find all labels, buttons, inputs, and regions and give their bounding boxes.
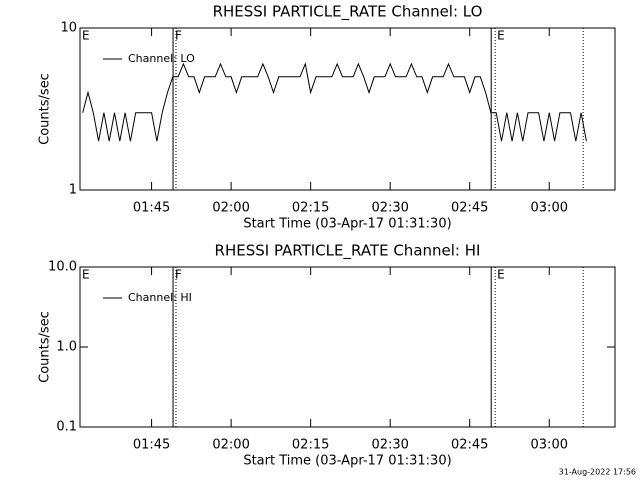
chart-title: RHESSI PARTICLE_RATE Channel: HI — [215, 242, 481, 261]
legend-label: Channel: HI — [128, 291, 192, 304]
marker-label: E — [82, 268, 90, 282]
x-tick-label: 02:45 — [451, 201, 488, 216]
y-tick-label: 10 — [60, 21, 77, 36]
y-axis-label: Counts/sec — [38, 73, 53, 145]
x-axis-label: Start Time (03-Apr-17 01:31:30) — [243, 217, 451, 232]
marker-label: F — [175, 29, 182, 43]
marker-label: E — [82, 29, 90, 43]
x-tick-label: 02:15 — [292, 438, 329, 453]
x-tick-label: 01:45 — [133, 201, 170, 216]
chart-title: RHESSI PARTICLE_RATE Channel: LO — [213, 3, 483, 22]
x-tick-label: 03:00 — [531, 201, 568, 216]
marker-label: F — [175, 268, 182, 282]
y-tick-label: 0.1 — [56, 420, 77, 435]
y-tick-label: 1 — [69, 183, 77, 198]
x-tick-label: 02:00 — [212, 438, 249, 453]
marker-label: E — [497, 268, 505, 282]
x-tick-label: 02:45 — [451, 438, 488, 453]
x-tick-label: 02:00 — [212, 201, 249, 216]
x-tick-label: 02:15 — [292, 201, 329, 216]
footer-timestamp: 31-Aug-2022 17:56 — [559, 468, 636, 477]
x-tick-label: 02:30 — [371, 201, 408, 216]
y-tick-label: 10.0 — [48, 260, 77, 275]
x-tick-label: 03:00 — [531, 438, 568, 453]
data-line — [82, 62, 587, 142]
legend-label: Channel: LO — [128, 52, 195, 65]
x-tick-label: 01:45 — [133, 438, 170, 453]
marker-label: E — [497, 29, 505, 43]
plot-frame — [79, 27, 616, 191]
y-axis-label: Counts/sec — [38, 311, 53, 383]
y-tick-label: 1.0 — [56, 340, 77, 355]
x-tick-label: 02:30 — [371, 438, 408, 453]
x-axis-label: Start Time (03-Apr-17 01:31:30) — [243, 454, 451, 469]
